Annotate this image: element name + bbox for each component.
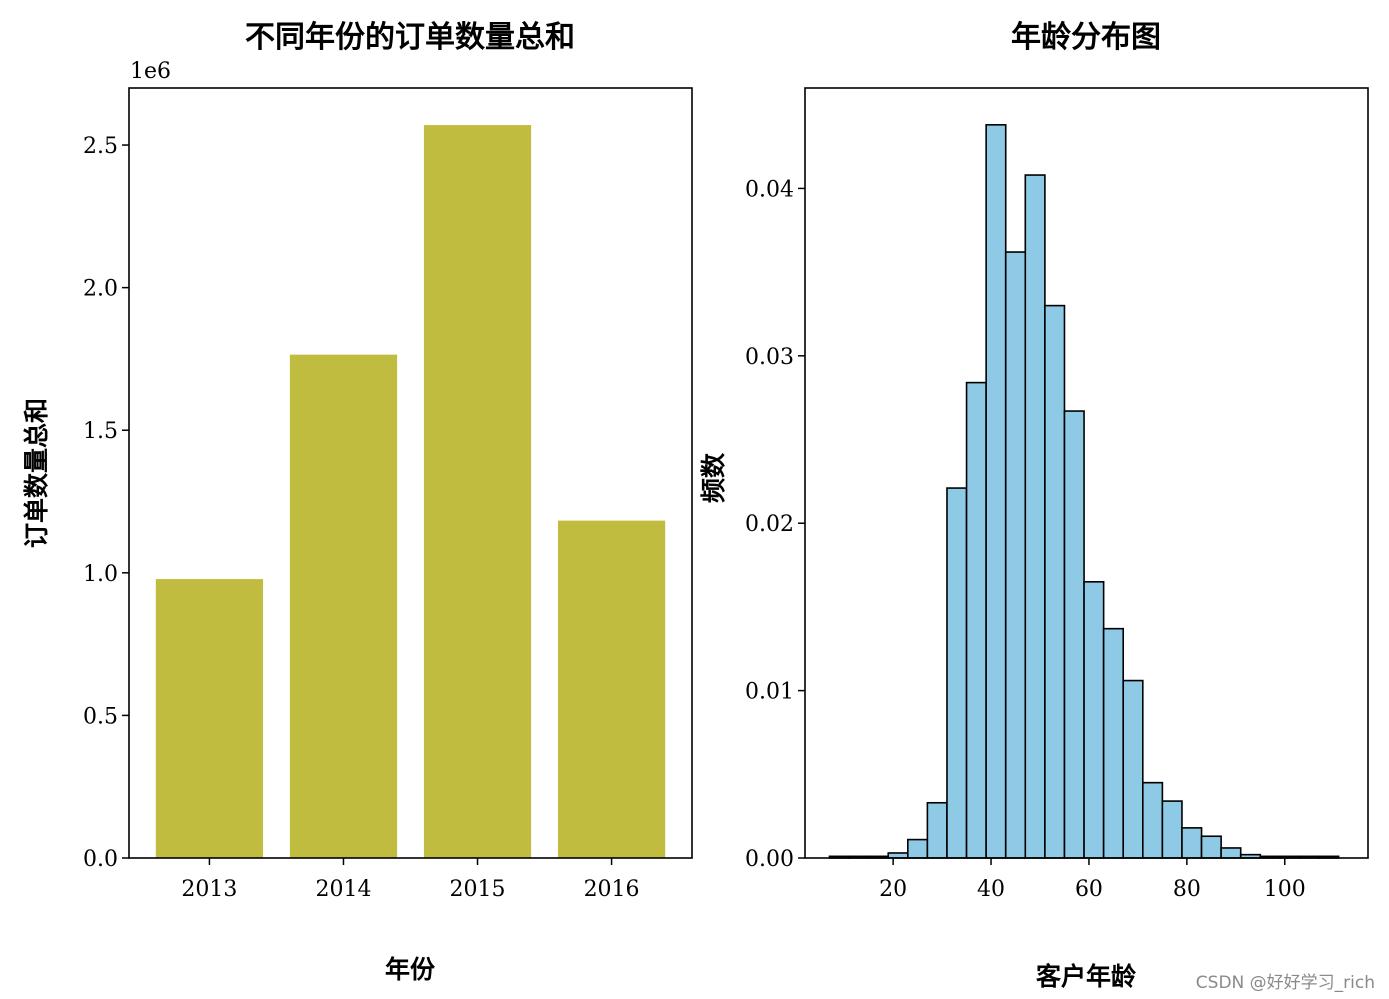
right-y-tick-label: 0.00 xyxy=(745,847,794,872)
histogram-bin xyxy=(1142,781,1164,859)
histogram-bin xyxy=(907,838,929,859)
right-x-ticks: 20 40 60 80 100 xyxy=(879,858,1306,902)
right-x-tick-label: 20 xyxy=(879,877,907,902)
right-y-tick-label: 0.02 xyxy=(745,512,794,537)
left-x-tick-label: 2013 xyxy=(181,877,237,902)
left-chart-title: 不同年份的订单数量总和 xyxy=(245,20,575,55)
right-y-ticks: 0.00 0.01 0.02 0.03 0.04 xyxy=(745,177,805,872)
left-x-tick-label: 2016 xyxy=(584,877,640,902)
histogram-bin xyxy=(1122,679,1144,859)
histogram-bin xyxy=(985,124,1007,859)
right-plot-frame xyxy=(804,87,1369,859)
histogram-bin xyxy=(1024,174,1046,859)
histogram-bin xyxy=(1083,581,1105,859)
left-y-tick-label: 2.5 xyxy=(83,134,118,159)
bar-2015 xyxy=(423,125,532,858)
left-y-tick-label: 0.0 xyxy=(83,847,118,872)
left-y-tick-label: 1.5 xyxy=(83,419,118,444)
left-y-tick-label: 0.5 xyxy=(83,704,118,729)
left-x-tick-label: 2015 xyxy=(450,877,506,902)
histogram-bin xyxy=(1200,835,1222,859)
bar-2014 xyxy=(289,354,398,858)
left-y-ticks: 0.0 0.5 1.0 1.5 2.0 2.5 xyxy=(83,134,129,872)
bar-2016 xyxy=(557,520,666,858)
right-y-tick-label: 0.04 xyxy=(745,177,794,202)
histogram-bin xyxy=(926,801,948,859)
left-y-tick-label: 1.0 xyxy=(83,562,118,587)
left-bars xyxy=(155,125,666,858)
bar-2013 xyxy=(155,579,264,858)
right-x-tick-label: 80 xyxy=(1173,877,1201,902)
left-offset-text: 1e6 xyxy=(130,59,171,84)
left-plot-frame xyxy=(128,87,693,859)
right-x-tick-label: 40 xyxy=(977,877,1005,902)
right-x-axis-label: 客户年龄 xyxy=(1036,962,1137,991)
histogram-bin xyxy=(1220,847,1242,859)
watermark-text: CSDN @好好学习_rich xyxy=(1195,973,1375,993)
right-y-tick-label: 0.03 xyxy=(745,345,794,370)
histogram-bin xyxy=(1004,251,1027,859)
histogram-bin xyxy=(1161,800,1183,859)
left-y-axis-label: 订单数量总和 xyxy=(22,398,51,548)
histogram-bin xyxy=(946,487,968,859)
right-bars xyxy=(828,124,1340,859)
histogram-bin xyxy=(1044,304,1066,859)
right-x-tick-label: 100 xyxy=(1264,877,1306,902)
left-x-tick-label: 2014 xyxy=(315,877,371,902)
left-x-ticks: 2013 2014 2015 2016 xyxy=(181,858,640,902)
orders-by-year-chart: 不同年份的订单数量总和 1e6 0.00.51.01.52.02.5 2013 2… xyxy=(22,20,693,984)
left-y-tick-label: 2.0 xyxy=(83,277,118,302)
left-x-axis-label: 年份 xyxy=(385,955,435,984)
right-x-tick-label: 60 xyxy=(1075,877,1103,902)
right-y-axis-label: 频数 xyxy=(699,452,728,503)
histogram-bin xyxy=(965,381,987,859)
histogram-bin xyxy=(1063,410,1085,859)
histogram-bin xyxy=(1102,627,1125,859)
right-y-tick-label: 0.01 xyxy=(745,680,794,705)
right-chart-title: 年龄分布图 xyxy=(1011,20,1161,55)
age-distribution-chart: 年龄分布图 0.00 0.01 0.02 0.03 0.04 20 40 60 80 100 客… xyxy=(699,20,1369,991)
histogram-bin xyxy=(1181,827,1203,859)
